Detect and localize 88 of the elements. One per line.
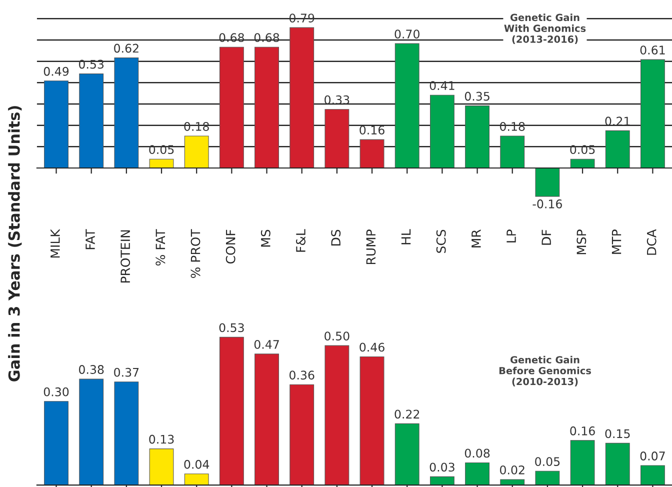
bar — [184, 474, 209, 486]
bar — [640, 465, 665, 486]
bar — [114, 382, 139, 486]
bar — [360, 356, 384, 486]
data-label: 0.37 — [114, 368, 139, 377]
x-tick-label: SCS — [436, 230, 446, 253]
data-label: 0.05 — [149, 145, 174, 154]
bar — [465, 462, 490, 486]
bar — [219, 336, 244, 486]
data-label: 0.05 — [570, 145, 595, 154]
data-label: 0.21 — [605, 116, 630, 126]
x-tick-label: MS — [260, 230, 270, 247]
data-label: 0.15 — [605, 429, 630, 438]
bar — [535, 470, 560, 486]
x-tick-label: MSP — [576, 230, 586, 254]
x-tick-label: % PROT — [190, 229, 200, 278]
x-tick-label: RUMP — [366, 230, 376, 264]
bar — [44, 80, 68, 168]
data-label: 0.03 — [430, 462, 454, 472]
data-label: 0.02 — [500, 465, 524, 474]
data-label: 0.16 — [570, 426, 595, 436]
x-tick-label: MR — [472, 229, 481, 248]
x-tick-label: PROTEIN — [120, 230, 130, 283]
bar — [290, 384, 314, 486]
bar — [394, 43, 420, 168]
bar — [79, 74, 104, 168]
data-label: -0.16 — [532, 199, 562, 208]
bar — [149, 448, 174, 486]
bar — [640, 59, 665, 168]
data-label: 0.62 — [114, 44, 138, 53]
bar — [500, 136, 525, 168]
data-label: 0.35 — [464, 92, 490, 101]
bar — [149, 158, 174, 168]
data-label: 0.30 — [44, 387, 69, 396]
bar — [570, 440, 595, 486]
x-tick-label: DF — [542, 230, 551, 245]
data-label: 0.05 — [535, 457, 560, 466]
x-tick-label: DCA — [646, 229, 656, 255]
data-label: 0.61 — [640, 46, 665, 55]
data-label: 0.04 — [184, 460, 210, 469]
data-label: 0.53 — [78, 60, 104, 69]
bar — [535, 168, 560, 197]
bar — [44, 401, 68, 486]
data-label: 0.13 — [149, 434, 174, 444]
data-label: 0.22 — [394, 410, 420, 419]
data-label: 0.70 — [394, 30, 420, 39]
annotation: Genetic Gain With Genomics (2013-2016) — [504, 14, 586, 44]
data-label: 0.47 — [254, 340, 279, 349]
data-label: 0.16 — [360, 126, 384, 134]
x-tick-label: % FAT — [156, 229, 166, 266]
y-axis-title: Gain in 3 Years (Standard Units) — [8, 106, 22, 382]
data-label: 0.38 — [78, 365, 104, 374]
x-tick-label: DS — [331, 230, 341, 246]
data-label: 0.08 — [464, 448, 490, 458]
x-tick-label: HL — [401, 229, 411, 244]
bar — [394, 423, 420, 486]
bar — [605, 130, 630, 168]
bar — [324, 109, 350, 168]
bar — [219, 46, 244, 168]
bar — [114, 58, 139, 168]
bar — [430, 94, 454, 168]
data-label: 0.46 — [360, 342, 384, 352]
bar — [500, 479, 525, 486]
x-tick-label: FAT — [86, 229, 95, 250]
bar — [570, 158, 595, 168]
bar — [290, 27, 314, 168]
data-label: 0.33 — [324, 95, 350, 104]
bar — [605, 442, 630, 486]
bar — [254, 46, 279, 168]
data-label: 0.49 — [44, 66, 69, 76]
x-tick-label: MTP — [612, 230, 622, 254]
data-label: 0.53 — [219, 323, 244, 332]
x-tick-label: CONF — [226, 230, 236, 264]
data-label: 0.36 — [289, 370, 314, 380]
data-label: 0.50 — [324, 332, 350, 341]
bar — [184, 136, 209, 168]
x-tick-label: LP — [506, 230, 516, 242]
x-tick-label: MILK — [50, 228, 60, 258]
annotation: Genetic Gain Before Genomics (2010-2013) — [499, 356, 591, 386]
data-label: 0.41 — [430, 81, 454, 90]
bar — [430, 476, 454, 486]
bar — [79, 378, 104, 486]
bar — [324, 345, 350, 486]
bar — [465, 106, 490, 168]
bar — [360, 139, 384, 168]
bar — [254, 354, 279, 486]
data-label: 0.07 — [640, 452, 665, 460]
x-tick-label: F&L — [296, 229, 306, 252]
